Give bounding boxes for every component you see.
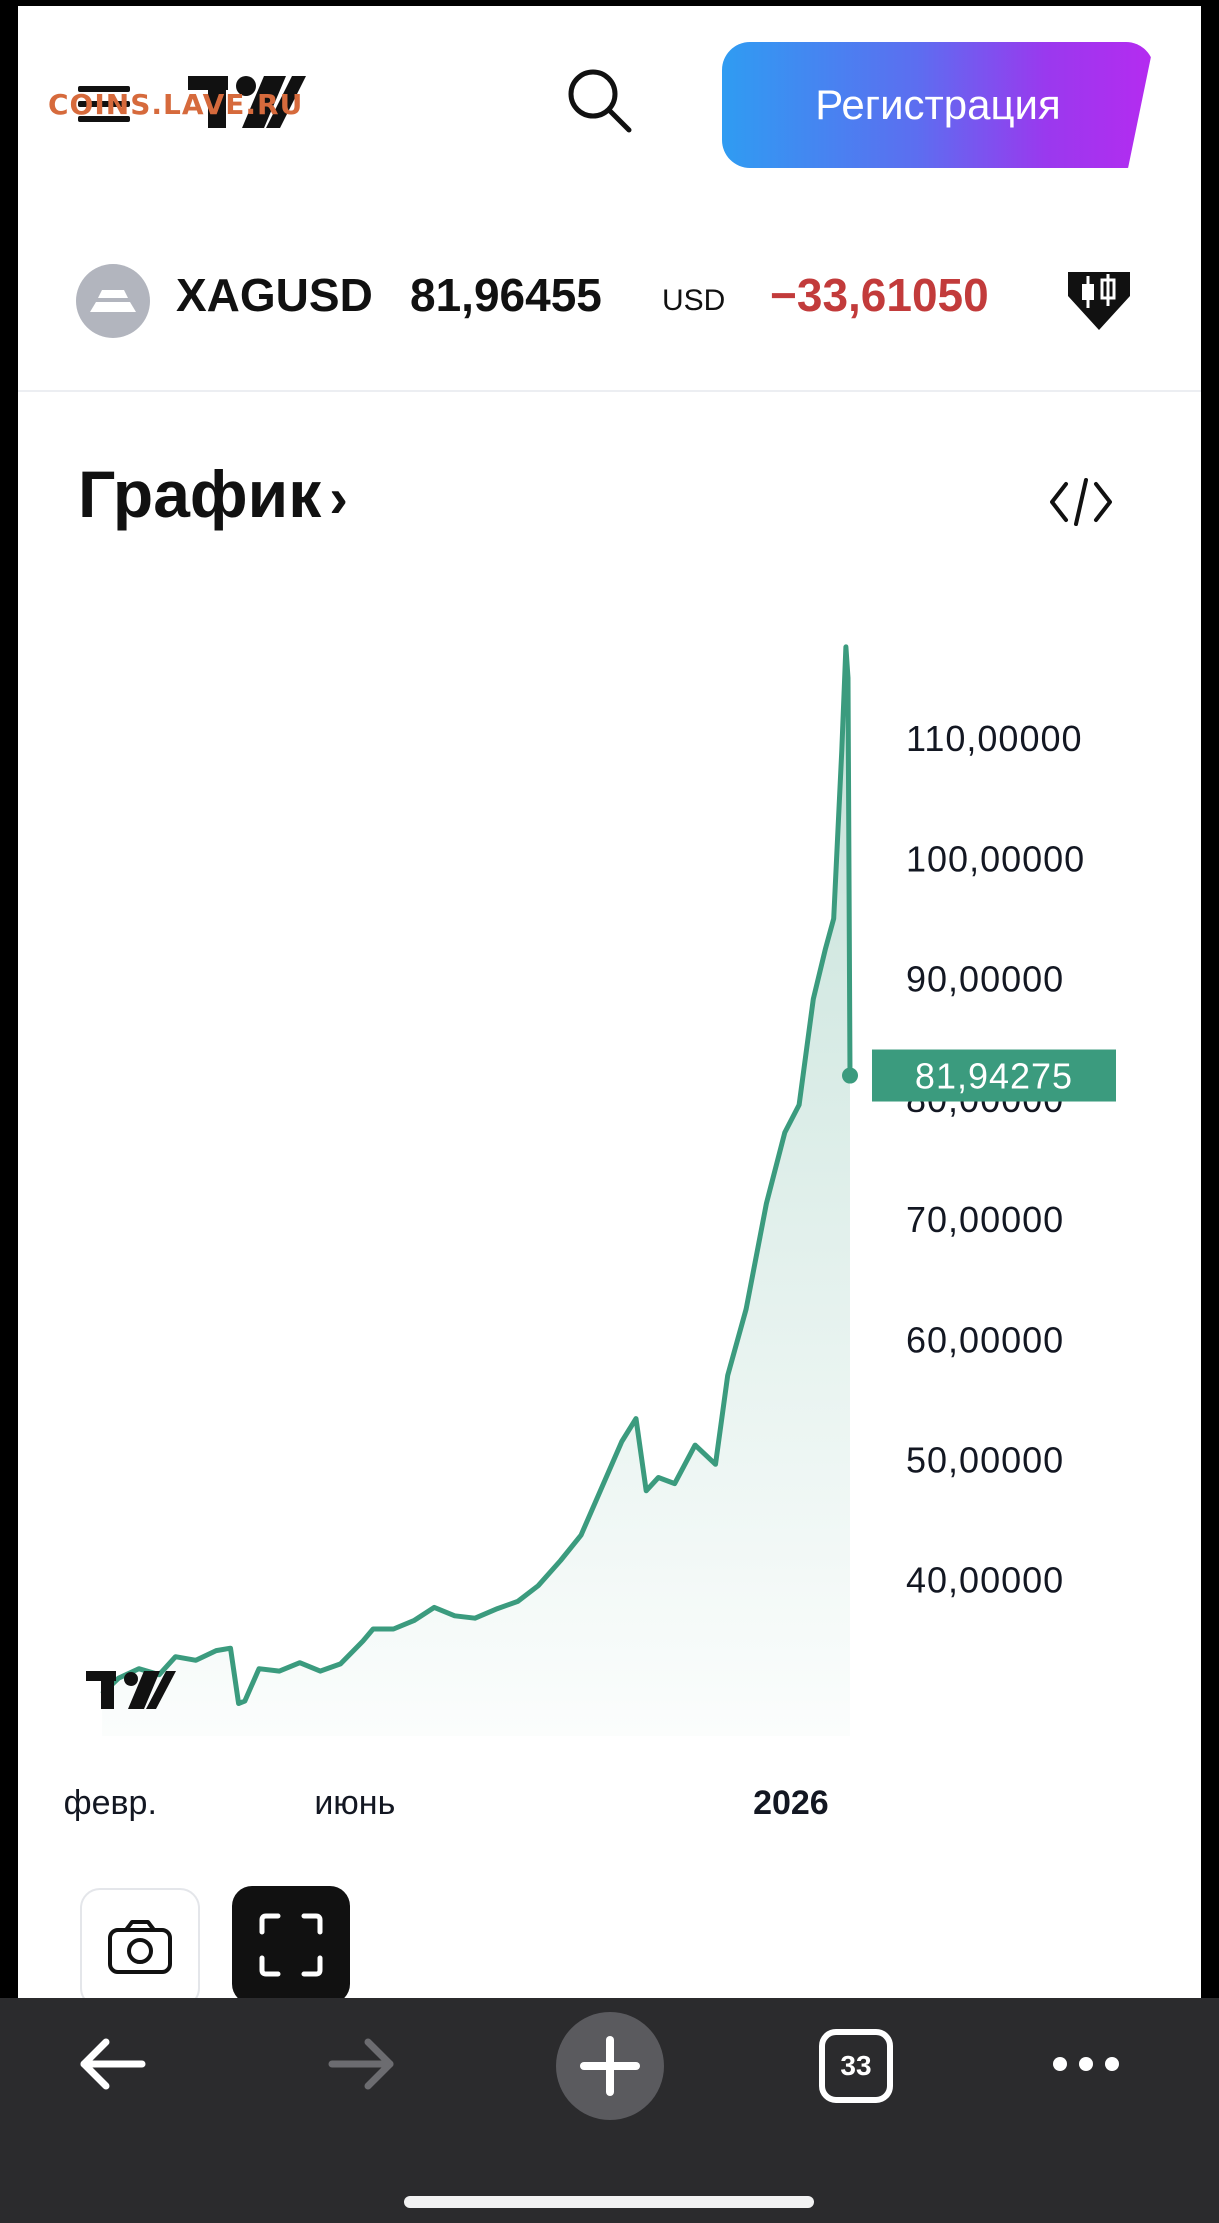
candlestick-badge-icon[interactable]: [1058, 254, 1140, 336]
x-tick-label: июнь: [314, 1784, 395, 1822]
fullscreen-icon: [259, 1913, 323, 1977]
register-button[interactable]: Регистрация: [722, 42, 1154, 168]
y-tick-label: 50,00000: [906, 1440, 1064, 1481]
last-price-badge: [872, 1049, 1116, 1102]
tradingview-logo[interactable]: [188, 72, 310, 132]
y-tick-label: 60,00000: [906, 1319, 1064, 1360]
back-arrow-icon[interactable]: [72, 2024, 152, 2104]
price-chart[interactable]: 110,00000100,0000090,0000080,0000070,000…: [18, 606, 1201, 1836]
plus-icon[interactable]: [556, 2012, 664, 2120]
search-icon[interactable]: [563, 64, 635, 136]
watermark-text: COINS.LAVE.RU: [48, 88, 304, 121]
app-page: COINS.LAVE.RU Регистрация XAGUSD 81,9645…: [18, 6, 1201, 1998]
forward-arrow-icon[interactable]: [322, 2024, 402, 2104]
chevron-right-icon: ›: [329, 466, 348, 529]
chart-tradingview-logo: [86, 1671, 176, 1709]
symbol-ticker: XAGUSD: [176, 269, 373, 321]
x-tick-label: февр.: [64, 1784, 157, 1822]
symbol-change: −33,61050: [770, 269, 989, 321]
symbol-header: XAGUSD 81,96455 USD −33,61050: [18, 226, 1201, 356]
header-divider: [18, 390, 1201, 392]
last-price-label: 81,94275: [915, 1056, 1073, 1097]
symbol-currency: USD: [662, 284, 726, 317]
symbol-price: 81,96455: [410, 269, 602, 321]
home-indicator: [404, 2196, 814, 2208]
tabs-count-button[interactable]: 33: [818, 2028, 894, 2104]
y-tick-label: 100,00000: [906, 838, 1085, 879]
browser-toolbar: 33: [0, 1998, 1219, 2223]
fullscreen-button[interactable]: [232, 1886, 350, 1998]
chart-data-point: [842, 1067, 858, 1084]
chart-area-fill: [102, 646, 851, 1736]
silver-bar-icon: [76, 264, 150, 338]
tabs-count-label: 33: [840, 2050, 872, 2081]
code-embed-icon[interactable]: [1048, 474, 1114, 530]
y-tick-label: 70,00000: [906, 1199, 1064, 1240]
y-tick-label: 90,00000: [906, 959, 1064, 1000]
chart-section-title[interactable]: График ›: [78, 456, 348, 532]
y-tick-label: 110,00000: [906, 718, 1083, 759]
camera-button[interactable]: [80, 1888, 200, 1998]
more-dots-icon[interactable]: [1046, 2024, 1126, 2104]
hamburger-menu-icon[interactable]: [78, 84, 130, 124]
chart-section-title-text: График: [78, 457, 322, 531]
camera-icon: [108, 1920, 172, 1974]
x-tick-label: 2026: [753, 1784, 829, 1822]
y-tick-label: 40,00000: [906, 1560, 1064, 1601]
